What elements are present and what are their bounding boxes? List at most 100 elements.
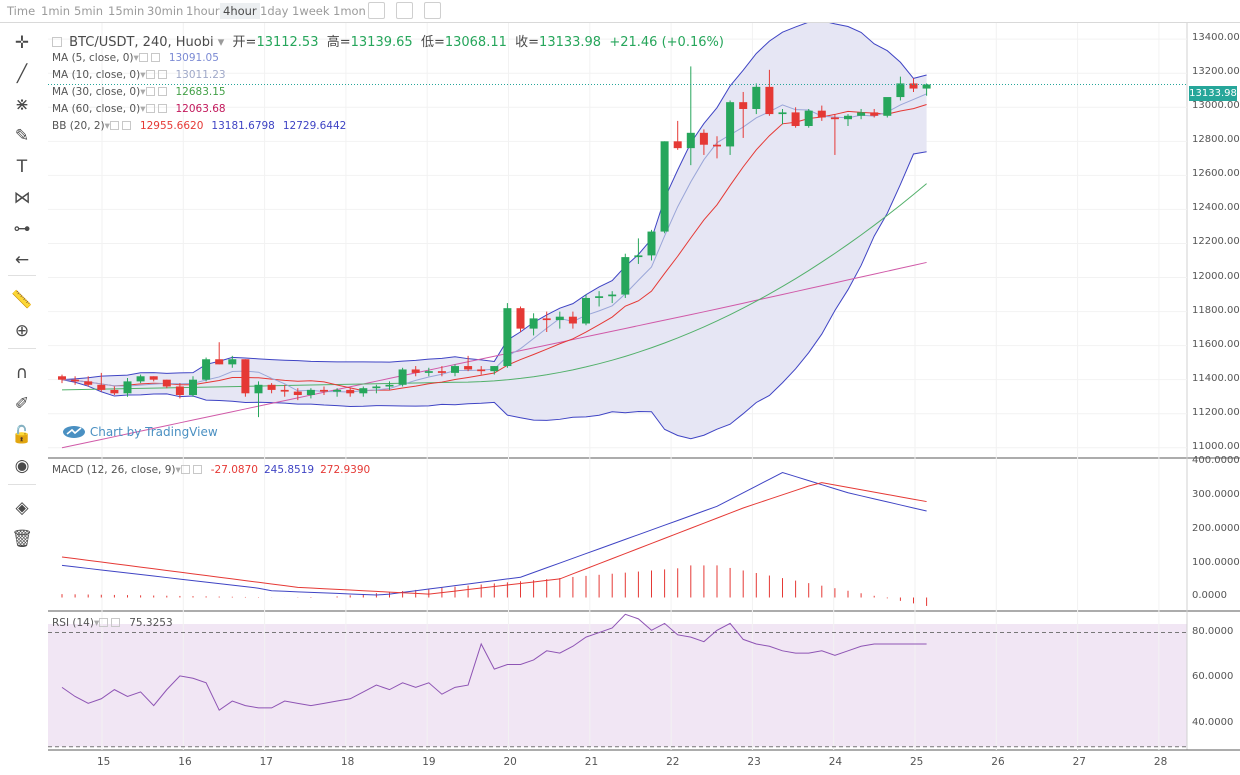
symbol-label[interactable]: BTC/USDT, 240, Huobi xyxy=(69,35,214,50)
crosshair-icon[interactable]: ✛ xyxy=(14,33,30,53)
candle-body[interactable] xyxy=(136,376,145,382)
candle-body[interactable] xyxy=(922,84,931,89)
candle-body[interactable] xyxy=(267,384,276,390)
candle[interactable] xyxy=(870,108,879,118)
candle-body[interactable] xyxy=(830,117,839,120)
fullscreen-icon[interactable] xyxy=(424,2,441,19)
indicator-legend[interactable]: MA (10, close, 0) ▾ 13011.23 xyxy=(52,69,226,81)
candle-body[interactable] xyxy=(306,389,315,396)
candle[interactable] xyxy=(660,141,669,234)
candle[interactable] xyxy=(909,78,918,92)
timeframe-15min[interactable]: 15min xyxy=(108,4,145,18)
candle[interactable] xyxy=(202,357,211,382)
candle-body[interactable] xyxy=(608,294,617,297)
macd-legend[interactable]: MACD (12, 26, close, 9) ▾ -27.0870 245.85… xyxy=(52,464,370,476)
candle[interactable] xyxy=(686,66,695,166)
indicator-legend[interactable]: MA (60, close, 0) ▾ 12063.68 xyxy=(52,103,226,115)
candle-body[interactable] xyxy=(555,316,564,321)
candle[interactable] xyxy=(568,311,577,329)
candle[interactable] xyxy=(464,355,473,372)
candle-body[interactable] xyxy=(699,132,708,145)
layers-icon[interactable]: ◈ xyxy=(15,498,29,518)
candle-body[interactable] xyxy=(228,359,237,365)
candle-body[interactable] xyxy=(175,386,184,396)
candle[interactable] xyxy=(726,100,735,155)
magnet-icon[interactable]: ∩ xyxy=(15,363,29,383)
candle[interactable] xyxy=(372,384,381,394)
candle-body[interactable] xyxy=(280,389,289,392)
candle-body[interactable] xyxy=(84,381,93,385)
timeframe-1week[interactable]: 1week xyxy=(292,4,330,18)
timeframe-1day[interactable]: 1day xyxy=(260,4,289,18)
candle-body[interactable] xyxy=(398,369,407,385)
eye-icon[interactable]: ◉ xyxy=(14,456,30,476)
candle-body[interactable] xyxy=(660,141,669,232)
prediction-icon[interactable]: ⊶ xyxy=(13,219,31,239)
pattern-icon[interactable]: ⋈ xyxy=(13,188,31,208)
timeframe-1min[interactable]: 1min xyxy=(41,4,71,18)
tradingview-watermark[interactable]: Chart by TradingView xyxy=(62,424,218,439)
candle[interactable] xyxy=(267,383,276,394)
candle-body[interactable] xyxy=(791,112,800,127)
indicator-settings-icon[interactable] xyxy=(99,618,109,627)
indicator-remove-icon[interactable] xyxy=(157,70,167,79)
candle[interactable] xyxy=(490,366,499,375)
candle-body[interactable] xyxy=(739,102,748,109)
candle[interactable] xyxy=(58,374,66,384)
candle[interactable] xyxy=(582,294,590,326)
timeframe-1hour[interactable]: 1hour xyxy=(186,4,220,18)
indicator-remove-icon[interactable] xyxy=(111,618,121,627)
candle-body[interactable] xyxy=(71,379,80,382)
candle[interactable] xyxy=(791,107,800,128)
indicator-menu-icon[interactable]: ▾ xyxy=(140,86,146,98)
candle[interactable] xyxy=(673,120,682,150)
candle-body[interactable] xyxy=(568,316,577,324)
timeframe-30min[interactable]: 30min xyxy=(147,4,184,18)
candle[interactable] xyxy=(778,108,787,125)
candle-body[interactable] xyxy=(726,102,735,147)
candle-body[interactable] xyxy=(529,318,538,329)
candle-body[interactable] xyxy=(857,112,866,116)
candle-body[interactable] xyxy=(673,141,682,149)
indicator-settings-icon[interactable] xyxy=(138,53,148,62)
candle-body[interactable] xyxy=(437,371,446,373)
candle-body[interactable] xyxy=(254,384,263,394)
settings-gear-icon[interactable] xyxy=(396,2,413,19)
candle-body[interactable] xyxy=(647,231,656,256)
text-tool-icon[interactable]: T xyxy=(16,157,28,177)
candle[interactable] xyxy=(189,376,197,397)
candle[interactable] xyxy=(437,366,446,377)
candle[interactable] xyxy=(320,386,328,396)
candle[interactable] xyxy=(359,386,368,397)
candle[interactable] xyxy=(84,376,93,387)
indicator-remove-icon[interactable] xyxy=(150,53,160,62)
candle[interactable] xyxy=(883,97,892,118)
pitchfork-icon[interactable]: ⋇ xyxy=(14,95,30,115)
candle[interactable] xyxy=(804,108,813,128)
candle[interactable] xyxy=(293,388,302,401)
candle[interactable] xyxy=(398,367,407,387)
ruler-icon[interactable]: 📏 xyxy=(11,290,33,310)
candle-body[interactable] xyxy=(778,112,787,115)
candle-body[interactable] xyxy=(372,386,381,389)
indicator-legend[interactable]: MA (5, close, 0) ▾ 13091.05 xyxy=(52,52,219,64)
indicator-legend[interactable]: BB (20, 2) ▾ 12955.6620 13181.6798 12729.6… xyxy=(52,120,346,132)
symbol-dropdown-icon[interactable]: ▾ xyxy=(217,35,225,50)
candle-body[interactable] xyxy=(162,379,171,387)
candle-body[interactable] xyxy=(451,366,459,373)
indicator-remove-icon[interactable] xyxy=(192,465,202,474)
indicator-remove-icon[interactable] xyxy=(121,121,131,130)
lock-drawing-icon[interactable]: ✐ xyxy=(14,394,30,414)
candle-body[interactable] xyxy=(58,376,66,380)
candle-body[interactable] xyxy=(215,359,224,365)
candle-body[interactable] xyxy=(582,297,590,324)
candle[interactable] xyxy=(844,114,852,127)
candle[interactable] xyxy=(542,311,551,333)
candle-body[interactable] xyxy=(110,389,119,394)
candle-body[interactable] xyxy=(123,381,132,394)
candle[interactable] xyxy=(241,359,250,397)
indicator-settings-icon[interactable] xyxy=(145,70,155,79)
candle[interactable] xyxy=(529,313,538,336)
indicator-settings-icon[interactable] xyxy=(145,87,155,96)
candle[interactable] xyxy=(280,384,289,397)
